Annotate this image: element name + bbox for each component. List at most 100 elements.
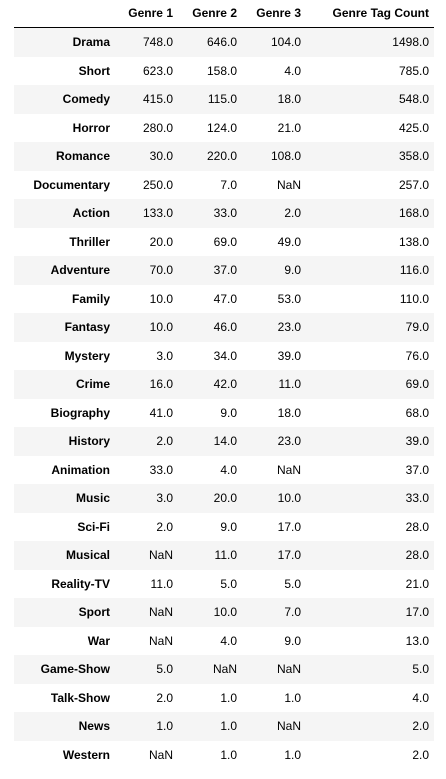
genre-2-cell: 37.0 — [213, 263, 237, 277]
genre-2-cell: 1.0 — [220, 690, 237, 705]
table-row: Reality-TV 11.0 5.0 5.0 21.0 — [14, 569, 434, 598]
genre-3-cell: 108.0 — [270, 149, 301, 163]
genre-3-cell: 17.0 — [277, 519, 301, 534]
genre-tag-count-cell: 13.0 — [405, 633, 429, 648]
genre-tag-count-cell: 37.0 — [405, 462, 429, 477]
genre-1-cell: 70.0 — [149, 263, 173, 277]
genre-tag-count-cell: 358.0 — [398, 149, 429, 163]
genre-2-cell: 5.0 — [220, 576, 237, 591]
row-index-label: Documentary — [33, 177, 110, 192]
genre-tag-count-cell: 76.0 — [405, 348, 429, 363]
row-index-label: Reality-TV — [51, 576, 110, 591]
genre-3-cell: 17.0 — [277, 548, 301, 562]
genre-tag-count-cell: 2.0 — [412, 719, 429, 733]
table-row: Sport NaN 10.0 7.0 17.0 — [14, 598, 434, 627]
genre-3-cell: 9.0 — [284, 633, 301, 648]
genre-tag-count-cell: 138.0 — [398, 234, 429, 249]
table-row: Drama 748.0 646.0 104.0 1498.0 — [14, 27, 434, 57]
genre-1-cell: 623.0 — [142, 63, 173, 78]
table-row: History 2.0 14.0 23.0 39.0 — [14, 427, 434, 456]
genre-1-cell: NaN — [148, 747, 173, 762]
genre-3-cell: 9.0 — [284, 263, 301, 277]
genre-1-cell: 30.0 — [149, 149, 173, 163]
genre-2-cell: 69.0 — [213, 234, 237, 249]
row-index-label: Fantasy — [64, 320, 110, 334]
genre-3-cell: 2.0 — [284, 206, 301, 220]
genre-tag-count-cell: 257.0 — [398, 177, 429, 192]
genre-3-cell: 5.0 — [284, 576, 301, 591]
genre-1-cell: 33.0 — [149, 462, 173, 477]
table-row: Horror 280.0 124.0 21.0 425.0 — [14, 113, 434, 142]
genre-2-cell: 42.0 — [213, 377, 237, 391]
genre-3-cell: 104.0 — [270, 35, 301, 49]
row-index-label: Family — [71, 291, 110, 306]
genre-2-cell: 1.0 — [220, 747, 237, 762]
table-row: Sci-Fi 2.0 9.0 17.0 28.0 — [14, 512, 434, 541]
row-index-label: Animation — [51, 462, 110, 477]
row-index-label: Sci-Fi — [77, 519, 110, 534]
genre-3-cell: 49.0 — [277, 234, 301, 249]
row-index-label: Romance — [55, 149, 110, 163]
genre-2-cell: 47.0 — [213, 291, 237, 306]
genre-3-cell: 7.0 — [284, 605, 301, 619]
row-index-label: Thriller — [69, 234, 110, 249]
genre-1-cell: 10.0 — [149, 320, 173, 334]
row-index-label: Western — [62, 747, 110, 762]
genre-tag-count-cell: 4.0 — [412, 690, 429, 705]
genre-3-cell: 1.0 — [284, 747, 301, 762]
table-row: Documentary 250.0 7.0 NaN 257.0 — [14, 170, 434, 199]
row-index-label: Short — [78, 63, 110, 78]
genre-tag-count-cell: 116.0 — [399, 263, 429, 277]
genre-3-cell: NaN — [276, 662, 301, 676]
genre-tag-count-cell: 168.0 — [398, 206, 429, 220]
table-row: Game-Show 5.0 NaN NaN 5.0 — [14, 655, 434, 684]
row-index-label: Mystery — [64, 348, 110, 363]
genre-1-cell: NaN — [148, 633, 173, 648]
genre-tag-count-cell: 21.0 — [405, 576, 429, 591]
table-header: Genre 1 Genre 2 Genre 3 Genre Tag Count — [14, 0, 434, 28]
genre-1-cell: NaN — [148, 605, 173, 619]
genre-tag-count-cell: 28.0 — [405, 548, 429, 562]
column-header-genre-2: Genre 2 — [178, 0, 242, 28]
genre-3-cell: 53.0 — [277, 291, 301, 306]
genre-2-cell: 20.0 — [213, 491, 237, 505]
genre-3-cell: NaN — [276, 177, 301, 192]
genre-2-cell: 9.0 — [220, 405, 237, 420]
genre-3-cell: 10.0 — [277, 491, 301, 505]
table-row: Short 623.0 158.0 4.0 785.0 — [14, 56, 434, 85]
table-row: War NaN 4.0 9.0 13.0 — [14, 626, 434, 655]
table-row: Adventure 70.0 37.0 9.0 116.0 — [14, 256, 434, 285]
genre-2-cell: 1.0 — [220, 719, 237, 733]
header-row: Genre 1 Genre 2 Genre 3 Genre Tag Count — [14, 0, 434, 28]
genre-2-cell: 158.0 — [206, 63, 237, 78]
row-index-label: Adventure — [50, 263, 110, 277]
genre-1-cell: 11.0 — [150, 576, 173, 591]
genre-2-cell: NaN — [212, 662, 237, 676]
genre-1-cell: 10.0 — [149, 291, 173, 306]
genre-3-cell: 21.0 — [277, 120, 301, 135]
genre-1-cell: 415.0 — [142, 92, 173, 106]
column-header-genre-tag-count: Genre Tag Count — [306, 0, 434, 28]
row-index-label: Game-Show — [40, 662, 110, 676]
row-index-label: Music — [75, 491, 110, 505]
row-index-label: Sport — [78, 605, 110, 619]
genre-2-cell: 115.0 — [207, 92, 237, 106]
table-row: Music 3.0 20.0 10.0 33.0 — [14, 484, 434, 513]
genre-tag-count-cell: 68.0 — [405, 405, 429, 420]
row-index-label: News — [78, 719, 110, 733]
genre-3-cell: NaN — [276, 462, 301, 477]
row-index-label: Biography — [50, 405, 110, 420]
genre-tag-count-cell: 28.0 — [405, 519, 429, 534]
row-index-label: Crime — [75, 377, 110, 391]
genre-tag-count-cell: 69.0 — [405, 377, 429, 391]
genre-3-cell: 18.0 — [277, 405, 301, 420]
row-index-label: Comedy — [62, 92, 110, 106]
column-header-genre-1: Genre 1 — [115, 0, 178, 28]
genre-2-cell: 9.0 — [220, 519, 237, 534]
genre-1-cell: 250.0 — [142, 177, 173, 192]
genre-tag-count-cell: 548.0 — [398, 92, 429, 106]
genre-1-cell: 748.0 — [142, 35, 173, 49]
table-row: Animation 33.0 4.0 NaN 37.0 — [14, 455, 434, 484]
row-index-label: Musical — [65, 548, 110, 562]
row-index-label: Horror — [72, 120, 110, 135]
